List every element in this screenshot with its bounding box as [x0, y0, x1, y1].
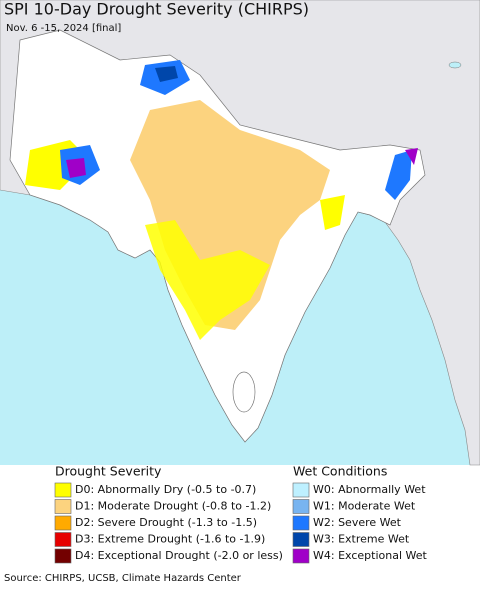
legend-swatch: [292, 532, 310, 547]
drought-d0: [145, 220, 270, 340]
legend-label: W4: Exceptional Wet: [313, 549, 428, 562]
legend-label: D4: Exceptional Drought (-2.0 or less): [75, 549, 283, 562]
legend-swatch: [292, 482, 310, 498]
legend-swatch: [292, 548, 310, 564]
legend-swatch: [54, 548, 72, 564]
legend-swatch: [54, 499, 72, 514]
legend-label: D0: Abnormally Dry (-0.5 to -0.7): [75, 483, 256, 496]
legend-swatch: [54, 482, 72, 498]
legend: Drought Severity Wet Conditions D0: Abno…: [54, 464, 428, 564]
wet-w2: [385, 150, 412, 200]
legend-label: W0: Abnormally Wet: [313, 483, 426, 496]
legend-label: D3: Extreme Drought (-1.6 to -1.9): [75, 533, 265, 546]
map: [0, 0, 480, 466]
wet-w4: [66, 158, 86, 178]
drought-d0: [320, 195, 345, 230]
sri-lanka: [232, 371, 256, 413]
legend-swatch: [292, 515, 310, 531]
lake: [448, 61, 462, 69]
legend-swatch: [54, 532, 72, 547]
wet-w3: [155, 66, 178, 82]
wet-w4: [405, 148, 418, 165]
legend-title: Wet Conditions: [293, 464, 387, 479]
source: Source: CHIRPS, UCSB, Climate Hazards Ce…: [4, 573, 242, 584]
legend-label: W3: Extreme Wet: [313, 533, 410, 546]
title: SPI 10-Day Drought Severity (CHIRPS): [4, 0, 309, 19]
legend-label: D1: Moderate Drought (-0.8 to -1.2): [75, 500, 271, 513]
legend-title: Drought Severity: [55, 464, 162, 479]
subtitle: Nov. 6 -15, 2024 [final]: [6, 23, 121, 34]
legend-label: W1: Moderate Wet: [313, 500, 416, 513]
legend-swatch: [292, 499, 310, 514]
legend-label: D2: Severe Drought (-1.3 to -1.5): [75, 516, 257, 529]
legend-swatch: [54, 515, 72, 531]
legend-label: W2: Severe Wet: [313, 516, 402, 529]
